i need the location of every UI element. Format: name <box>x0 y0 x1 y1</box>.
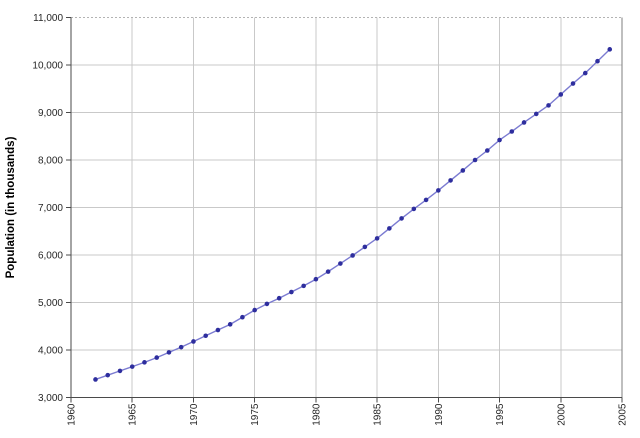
y-tick-label: 11,000 <box>33 13 63 24</box>
data-point[interactable] <box>203 333 208 339</box>
data-point[interactable] <box>166 350 172 355</box>
data-point[interactable] <box>215 327 221 333</box>
data-point[interactable] <box>240 314 245 320</box>
data-point[interactable] <box>178 344 184 350</box>
data-point[interactable] <box>411 206 417 212</box>
x-tick-label: 2005 <box>618 403 629 426</box>
data-point[interactable] <box>338 261 343 266</box>
data-point[interactable] <box>117 368 123 374</box>
data-point[interactable] <box>472 157 478 163</box>
y-tick-label: 10,000 <box>32 61 63 72</box>
data-point[interactable] <box>276 295 282 301</box>
data-point[interactable] <box>129 364 135 369</box>
data-point[interactable] <box>595 58 600 64</box>
x-tick-label: 1980 <box>311 403 322 426</box>
data-point[interactable] <box>374 236 380 241</box>
data-point[interactable] <box>423 197 429 203</box>
data-point[interactable] <box>264 301 270 307</box>
data-point[interactable] <box>252 307 257 313</box>
data-point[interactable] <box>301 283 306 289</box>
x-tick-label: 1990 <box>434 403 445 426</box>
series-line <box>95 48 611 381</box>
y-tick-label: 8,000 <box>38 156 63 167</box>
data-point[interactable] <box>399 216 404 221</box>
x-tick-label: 1985 <box>373 403 384 426</box>
data-point[interactable] <box>154 355 160 360</box>
data-point[interactable] <box>289 289 294 295</box>
data-point[interactable] <box>570 81 576 86</box>
x-tick-label: 1975 <box>250 403 261 426</box>
x-tick-label: 1960 <box>67 403 78 426</box>
y-tick-label: 4,000 <box>38 346 63 357</box>
x-tick-label: 1965 <box>128 403 139 426</box>
y-tick-label: 5,000 <box>38 298 63 309</box>
y-tick-label: 3,000 <box>38 393 63 404</box>
y-tick-label: 7,000 <box>38 203 63 214</box>
data-point[interactable] <box>93 377 98 382</box>
data-point[interactable] <box>533 111 539 117</box>
x-tick-label: 1995 <box>495 403 506 426</box>
data-point[interactable] <box>521 120 527 125</box>
data-point[interactable] <box>448 178 453 183</box>
data-point[interactable] <box>362 244 368 250</box>
data-point[interactable] <box>191 339 196 344</box>
data-point[interactable] <box>558 92 564 97</box>
data-point[interactable] <box>497 137 502 143</box>
x-tick-label: 1970 <box>189 403 200 426</box>
data-point[interactable] <box>227 322 233 327</box>
data-point[interactable] <box>436 188 441 193</box>
y-tick-label: 6,000 <box>38 251 63 262</box>
data-point[interactable] <box>105 372 111 378</box>
data-point[interactable] <box>460 168 466 173</box>
y-tick-label: 9,000 <box>38 108 63 119</box>
data-point[interactable] <box>350 253 355 258</box>
data-point[interactable] <box>387 226 392 231</box>
data-point[interactable] <box>582 70 588 76</box>
data-point[interactable] <box>546 103 551 108</box>
data-point[interactable] <box>485 148 490 153</box>
x-tick-label: 2000 <box>556 403 567 426</box>
y-axis-title: Population (in thousands) <box>5 136 17 278</box>
data-point[interactable] <box>325 269 331 274</box>
data-point[interactable] <box>607 47 613 52</box>
data-point[interactable] <box>142 360 147 365</box>
data-point[interactable] <box>509 129 515 134</box>
data-point[interactable] <box>313 276 319 282</box>
